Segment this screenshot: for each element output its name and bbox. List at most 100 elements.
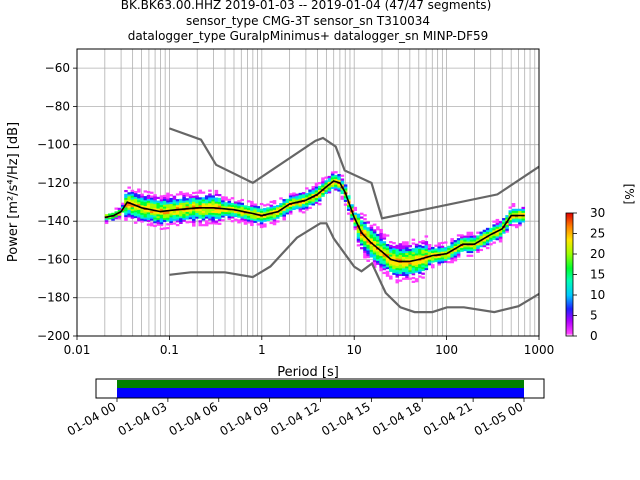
heatmap-cell [369,234,374,237]
heatmap-cell [476,231,480,234]
heatmap-cell [489,243,493,246]
heatmap-cell [292,205,296,209]
heatmap-cell [392,251,396,254]
heatmap-cell [379,240,383,243]
heatmap-cell [453,240,458,243]
heatmap-cell [317,195,322,198]
heatmap-cell [495,238,500,241]
heatmap-cell [505,228,509,231]
heatmap-cell [137,207,141,210]
heatmap-cell [518,220,522,223]
heatmap-cell [146,194,151,198]
heatmap-cell [185,217,190,220]
heatmap-cell [153,205,157,208]
heatmap-cell [447,245,451,248]
heatmap-cell [340,180,345,183]
heatmap-cell [146,198,151,201]
heatmap-cell [359,222,364,225]
heatmap-cell [505,218,509,222]
heatmap-cell [275,206,280,210]
x-tick-label: 1000 [524,343,555,357]
heatmap-cell [227,217,232,221]
heatmap-cell [456,251,461,254]
heatmap-cell [405,256,409,259]
heatmap-cell [198,197,203,200]
heatmap-cell [292,198,296,201]
heatmap-cell [104,221,109,225]
heatmap-cell [395,248,400,251]
heatmap-cell [456,241,461,245]
heatmap-cell [230,212,235,215]
heatmap-cell [389,265,393,269]
heatmap-cell [405,250,409,254]
heatmap-cell [182,198,186,201]
heatmap-cell [398,264,403,267]
heatmap-cell [130,206,135,210]
heatmap-cell [450,245,454,248]
heatmap-cell [159,201,164,204]
heatmap-cell [327,175,332,179]
x-axis-ticks: 0.01 0.1 1 10 100 1000 [64,336,555,357]
heatmap-cell [211,199,215,202]
heatmap-cell [104,217,109,221]
heatmap-cell [424,262,429,265]
heatmap-cell [356,238,361,241]
heatmap-cell [311,186,316,189]
heatmap-cell [495,218,500,222]
heatmap-cell [414,245,419,248]
heatmap-cell [431,248,435,252]
heatmap-cell [150,195,154,198]
heatmap-cell [376,253,380,256]
heatmap-cell [153,203,157,207]
heatmap-cell [372,233,377,236]
heatmap-cell [508,221,513,224]
heatmap-cell [492,226,496,229]
heatmap-cell [114,217,119,220]
heatmap-cell [395,250,400,253]
heatmap-cell [217,215,222,218]
heatmap-cell [208,189,212,192]
heatmap-cell [221,201,225,205]
heatmap-cell [392,242,396,245]
heatmap-cell [418,265,422,269]
heatmap-cell [214,205,219,208]
heatmap-cell [502,227,506,230]
heatmap-cell [117,213,122,216]
heatmap-cell [366,229,370,232]
heatmap-cell [369,226,374,229]
heatmap-cell [469,241,474,244]
heatmap-cell [253,216,257,220]
heatmap-cell [405,269,409,273]
heatmap-cell [272,221,277,224]
heatmap-cell [379,267,383,270]
heatmap-cell [166,227,170,230]
heatmap-cell [153,201,157,205]
heatmap-cell [376,254,380,258]
heatmap-cell [143,201,148,205]
heatmap-cell [295,199,299,202]
heatmap-cell [379,257,383,260]
heatmap-cell [414,280,419,283]
y-tick-label: −200 [37,329,70,343]
heatmap-cell [305,206,309,209]
y-axis-label: Power [m²/s⁴/Hz] [dB] [6,122,21,262]
heatmap-cell [146,223,151,226]
heatmap-cell [401,262,406,265]
heatmap-cell [392,253,396,256]
heatmap-cell [405,247,409,250]
heatmap-cell [418,256,422,259]
heatmap-cell [124,195,128,198]
heatmap-cell [140,203,144,206]
heatmap-cell [137,188,141,191]
heatmap-cell [359,241,364,244]
heatmap-cell [347,212,351,215]
heatmap-cell [379,244,383,247]
heatmap-cell [198,220,203,223]
heatmap-cell [298,196,303,199]
heatmap-cell [427,245,432,249]
heatmap-cell [308,201,312,204]
heatmap-cell [282,208,286,211]
heatmap-cell [511,218,516,221]
heatmap-cell [285,202,290,205]
heatmap-cell [443,249,448,252]
